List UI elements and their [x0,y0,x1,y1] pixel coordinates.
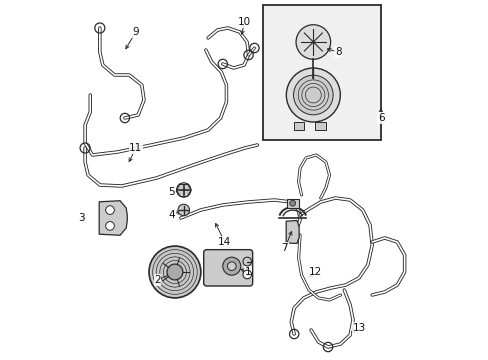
Circle shape [176,183,191,197]
Text: 3: 3 [78,213,85,223]
FancyBboxPatch shape [286,199,298,208]
Circle shape [289,201,295,206]
Polygon shape [285,220,299,243]
Text: 13: 13 [352,323,365,333]
Circle shape [227,262,236,270]
Text: 11: 11 [129,143,142,153]
Bar [263,5,380,140]
Bar [314,122,325,130]
Text: 14: 14 [218,237,231,247]
Text: 2: 2 [154,275,161,285]
Text: 10: 10 [238,17,250,27]
Bar [293,122,304,130]
Text: 12: 12 [308,267,322,277]
Circle shape [293,75,332,115]
Text: 4: 4 [168,210,175,220]
Circle shape [223,257,240,275]
Circle shape [149,246,201,298]
Text: 9: 9 [132,27,139,37]
Circle shape [178,204,189,216]
Text: 7: 7 [281,243,287,253]
Circle shape [105,222,114,230]
FancyBboxPatch shape [203,249,252,286]
Circle shape [286,68,340,122]
Circle shape [105,206,114,215]
Circle shape [167,264,183,280]
Text: 5: 5 [168,187,175,197]
Text: 8: 8 [334,47,341,57]
Polygon shape [99,201,127,235]
Text: 1: 1 [244,267,251,277]
Circle shape [295,25,330,59]
Text: 6: 6 [377,113,384,123]
